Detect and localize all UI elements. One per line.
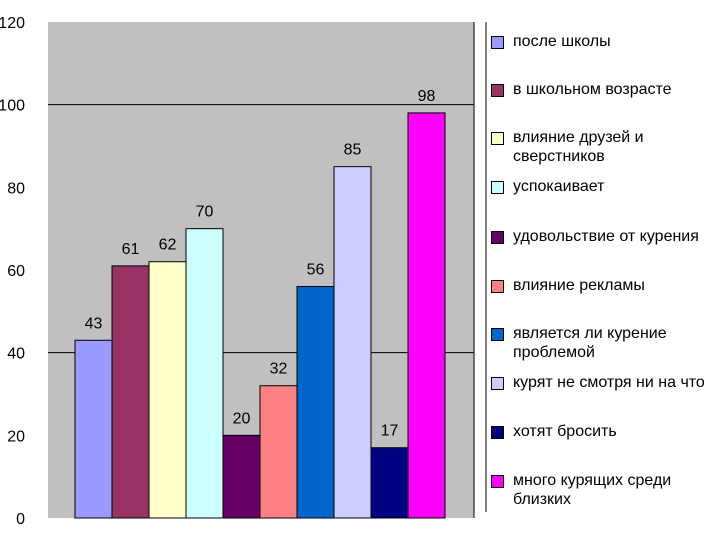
legend-swatch xyxy=(491,280,504,293)
legend-item: влияние друзей и сверстников xyxy=(491,128,720,166)
bar xyxy=(407,112,446,519)
data-label: 17 xyxy=(381,423,399,440)
y-tick-label: 0 xyxy=(16,511,25,528)
legend-label: удовольствие от курения xyxy=(513,228,699,245)
bar xyxy=(185,228,224,519)
y-tick-label: 80 xyxy=(7,180,25,197)
data-label: 32 xyxy=(270,361,288,378)
legend-label: в школьном возрасте xyxy=(513,81,672,98)
data-label: 20 xyxy=(233,410,251,427)
legend: после школы в школьном возрасте влияние др… xyxy=(486,22,720,522)
legend-swatch xyxy=(491,328,504,341)
bar xyxy=(74,339,113,519)
legend-swatch xyxy=(491,231,504,244)
legend-label: хотят бросить xyxy=(513,423,617,440)
legend-label: является ли курение проблемой xyxy=(513,325,667,361)
bars xyxy=(74,112,446,519)
legend-item: в школьном возрасте xyxy=(491,80,720,99)
data-label: 98 xyxy=(418,88,436,105)
y-tick-label: 20 xyxy=(7,428,25,445)
legend-swatch xyxy=(491,475,504,488)
data-label: 43 xyxy=(85,315,103,332)
legend-swatch xyxy=(491,426,504,439)
legend-swatch xyxy=(491,132,504,145)
legend-label: много курящих среди близких xyxy=(513,472,672,508)
y-tick-label: 120 xyxy=(0,15,25,32)
legend-item: много курящих среди близких xyxy=(491,471,720,509)
legend-label: влияние рекламы xyxy=(513,277,645,294)
legend-item: успокаивает xyxy=(491,177,720,196)
y-tick-label: 60 xyxy=(7,263,25,280)
data-label: 70 xyxy=(196,204,214,221)
data-labels: 43 61 62 70 20 32 56 85 17 98 xyxy=(85,88,436,440)
legend-swatch xyxy=(491,377,504,390)
bar xyxy=(222,434,261,519)
data-label: 61 xyxy=(122,241,140,258)
legend-label: курят не смотря ни на что xyxy=(513,374,705,391)
legend-label: после школы xyxy=(513,33,611,50)
bar xyxy=(296,286,335,519)
data-label: 85 xyxy=(344,142,362,159)
y-tick-label: 40 xyxy=(7,346,25,363)
legend-item: курят не смотря ни на что xyxy=(491,373,720,392)
legend-swatch xyxy=(491,84,504,97)
legend-item: влияние рекламы xyxy=(491,276,720,295)
bar xyxy=(333,166,372,519)
legend-label: успокаивает xyxy=(513,178,605,195)
bar xyxy=(111,265,150,519)
data-label: 56 xyxy=(307,262,325,279)
bar xyxy=(370,447,409,519)
data-label: 62 xyxy=(159,237,177,254)
legend-swatch xyxy=(491,181,504,194)
y-tick-label: 100 xyxy=(0,98,25,115)
legend-item: удовольствие от курения xyxy=(491,227,720,246)
legend-item: является ли курение проблемой xyxy=(491,324,720,362)
y-axis-ticks: 0 20 40 60 80 100 120 xyxy=(0,15,25,528)
legend-swatch xyxy=(491,36,504,49)
legend-item: хотят бросить xyxy=(491,422,720,441)
legend-item: после школы xyxy=(491,32,720,51)
legend-label: влияние друзей и сверстников xyxy=(513,129,644,165)
bar xyxy=(148,261,187,519)
bar xyxy=(259,385,298,519)
